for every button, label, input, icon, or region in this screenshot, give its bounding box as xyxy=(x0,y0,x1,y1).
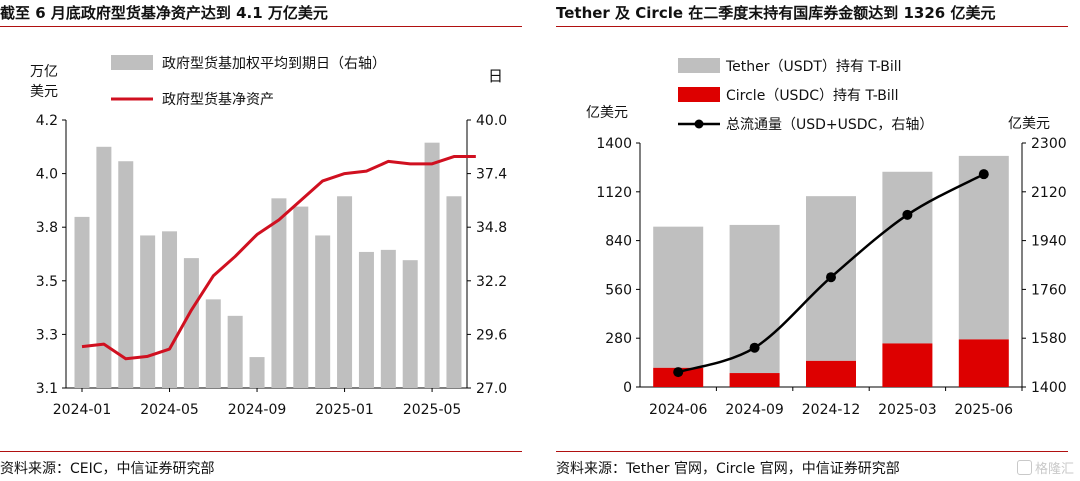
right-y-tick-label: 37.4 xyxy=(476,167,507,183)
bar xyxy=(446,196,462,388)
x-tick-label: 2025-03 xyxy=(878,402,937,418)
right-chart-title: Tether 及 Circle 在二季度末持有国库券金额达到 1326 亿美元 xyxy=(556,4,996,22)
bar xyxy=(249,357,265,388)
left-y-tick-label: 0 xyxy=(623,380,632,396)
left-panel: 截至 6 月底政府型货基净资产达到 4.1 万亿美元 4.2 4.0 3.8 3.5 3… xyxy=(0,0,522,481)
left-y-tick-label: 1120 xyxy=(596,185,632,201)
bar-circle xyxy=(729,373,780,387)
x-tick-label: 2024-01 xyxy=(53,402,112,418)
right-y-tick-label: 2120 xyxy=(1031,185,1067,201)
total-supply-point xyxy=(978,169,989,180)
right-y-tick-label: 34.8 xyxy=(476,220,507,236)
x-tick-label: 2025-05 xyxy=(403,402,462,418)
right-chart: 1400 1120 840 560 280 0 2300 2120 1940 1760 1580 14… xyxy=(586,58,1067,418)
bar xyxy=(358,251,374,388)
bar xyxy=(118,161,134,388)
right-y-tick-label: 2300 xyxy=(1031,136,1067,152)
legend-label-bar: 政府型货基加权平均到期日（右轴） xyxy=(162,55,386,72)
left-axis-unit-line2: 美元 xyxy=(30,84,58,100)
right-source-note: 资料来源：Tether 官网，Circle 官网，中信证券研究部 xyxy=(556,461,900,477)
left-y-tick-label: 3.5 xyxy=(36,274,58,290)
right-y-tick-label: 40.0 xyxy=(476,113,507,129)
watermark-text: 格隆汇 xyxy=(1034,462,1074,477)
legend-label-circle: Circle（USDC）持有 T-Bill xyxy=(726,88,899,104)
bar-tether xyxy=(958,155,1009,340)
legend-label-tether: Tether（USDT）持有 T-Bill xyxy=(725,59,902,75)
right-source-divider xyxy=(556,451,1068,452)
left-axis-unit-line1: 万亿 xyxy=(30,64,58,80)
x-tick-label: 2024-06 xyxy=(649,402,708,418)
left-y-tick-label: 3.8 xyxy=(36,220,58,236)
right-y-tick-label: 1580 xyxy=(1031,331,1067,347)
left-axis-unit: 亿美元 xyxy=(586,105,628,121)
bar-circle xyxy=(958,339,1009,387)
left-y-tick-label: 3.1 xyxy=(36,381,58,397)
right-y-tick-label: 1760 xyxy=(1031,282,1067,298)
right-title-divider xyxy=(556,26,1068,27)
left-source-note: 资料来源：CEIC，中信证券研究部 xyxy=(0,461,215,477)
bar-circle xyxy=(882,343,933,387)
left-y-tick-label: 280 xyxy=(605,331,632,347)
x-tick-label: 2024-12 xyxy=(802,402,861,418)
bar xyxy=(74,216,90,388)
right-y-tick-label: 1400 xyxy=(1031,380,1067,396)
right-y-tick-label: 1940 xyxy=(1031,234,1067,250)
bar xyxy=(227,315,243,388)
bar xyxy=(271,198,287,388)
right-y-tick-label: 32.2 xyxy=(476,274,507,290)
left-y-tick-label: 4.2 xyxy=(36,113,58,129)
total-supply-point xyxy=(673,367,684,378)
bar-circle xyxy=(653,367,704,387)
bar-circle xyxy=(806,360,856,387)
x-tick-label: 2024-05 xyxy=(140,402,199,418)
x-tick-label: 2025-01 xyxy=(315,402,374,418)
legend-label-line: 总流通量（USD+USDC，右轴） xyxy=(726,117,933,133)
legend-swatch-line-marker xyxy=(694,119,704,129)
left-y-tick-label: 4.0 xyxy=(36,167,58,183)
watermark: 格隆汇 xyxy=(1016,458,1074,477)
x-tick-label: 2024-09 xyxy=(228,402,287,418)
bar xyxy=(205,299,221,388)
total-supply-point xyxy=(902,209,913,220)
bar xyxy=(337,196,353,388)
total-supply-point xyxy=(826,272,836,283)
watermark-logo-icon xyxy=(1016,460,1032,475)
legend-swatch-bar xyxy=(111,55,153,70)
bar xyxy=(315,235,331,388)
left-y-tick-label: 1400 xyxy=(596,136,632,152)
legend-swatch-circle xyxy=(678,87,720,102)
right-panel: Tether 及 Circle 在二季度末持有国库券金额达到 1326 亿美元 … xyxy=(556,0,1080,481)
net-assets-line xyxy=(81,155,476,361)
bar xyxy=(96,146,112,388)
left-title-divider xyxy=(0,26,522,27)
x-tick-label: 2024-09 xyxy=(725,402,784,418)
right-axis-unit: 日 xyxy=(488,67,503,85)
bar xyxy=(140,235,156,388)
left-source-divider xyxy=(0,451,522,452)
legend-swatch-tether xyxy=(678,58,720,73)
bar-tether xyxy=(882,171,933,344)
x-tick-label: 2025-06 xyxy=(955,402,1014,418)
left-y-tick-label: 840 xyxy=(605,234,632,250)
left-chart: 4.2 4.0 3.8 3.5 3.3 3.1 40.0 37.4 34.8 32.2 29.6 27… xyxy=(30,55,507,418)
right-y-tick-label: 27.0 xyxy=(476,381,507,397)
right-y-tick-label: 29.6 xyxy=(476,327,507,343)
legend-label-line: 政府型货基净资产 xyxy=(162,91,274,108)
bar xyxy=(380,249,396,388)
left-y-tick-label: 560 xyxy=(605,282,632,298)
bar xyxy=(402,260,418,388)
left-y-tick-label: 3.3 xyxy=(36,327,58,343)
right-axis-unit: 亿美元 xyxy=(1008,116,1050,132)
bar xyxy=(293,206,309,388)
bar xyxy=(183,258,199,388)
total-supply-point xyxy=(749,342,760,353)
left-chart-title: 截至 6 月底政府型货基净资产达到 4.1 万亿美元 xyxy=(0,4,328,22)
bar xyxy=(424,142,440,388)
bar-tether xyxy=(653,226,704,368)
bar xyxy=(162,231,178,388)
